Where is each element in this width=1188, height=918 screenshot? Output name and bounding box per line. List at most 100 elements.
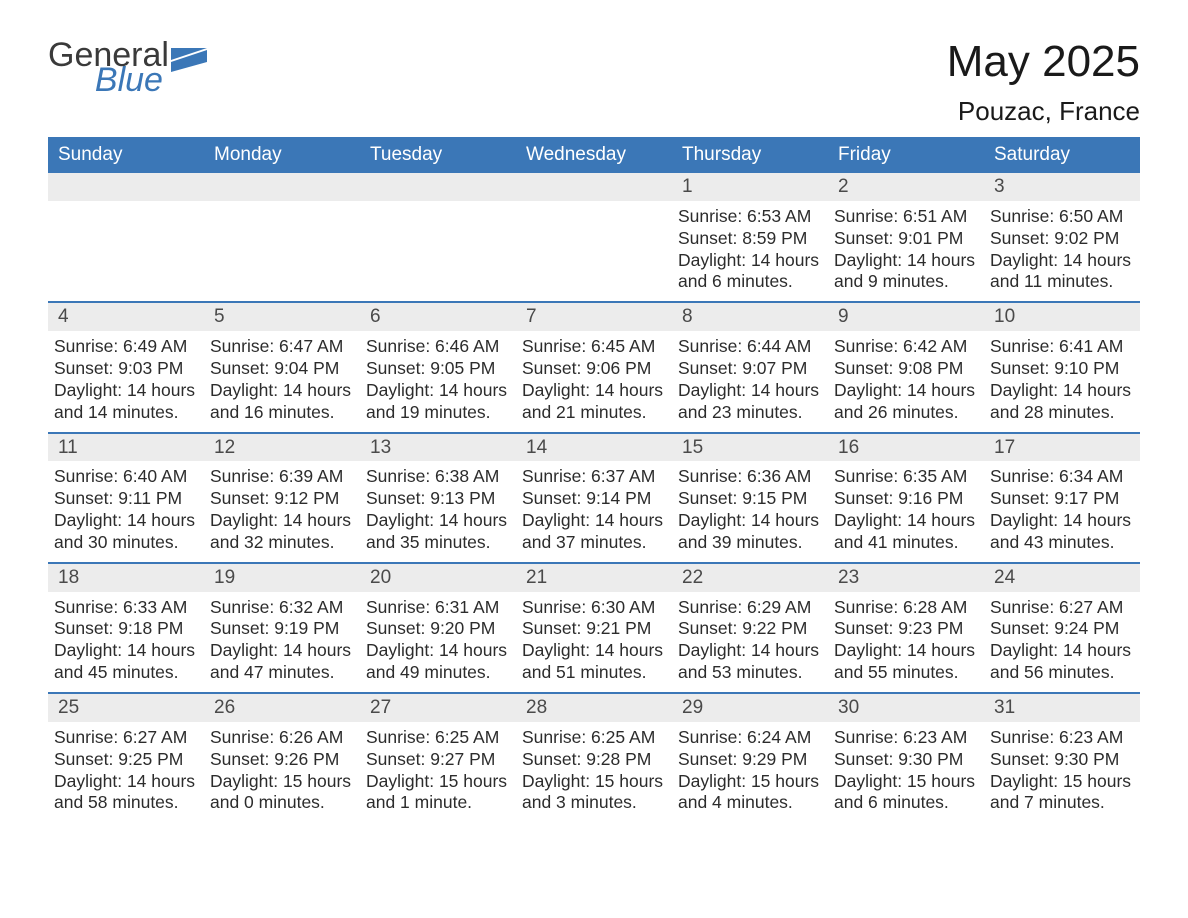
dl2-text: and 47 minutes.	[210, 662, 354, 684]
sunset-text: Sunset: 9:23 PM	[834, 618, 978, 640]
dl2-text: and 39 minutes.	[678, 532, 822, 554]
day-header: Wednesday	[516, 137, 672, 173]
day-number: 5	[204, 301, 360, 331]
day-cell: 11Sunrise: 6:40 AMSunset: 9:11 PMDayligh…	[48, 432, 204, 562]
dl2-text: and 45 minutes.	[54, 662, 198, 684]
day-cell: 23Sunrise: 6:28 AMSunset: 9:23 PMDayligh…	[828, 562, 984, 692]
dl1-text: Daylight: 14 hours	[522, 640, 666, 662]
weeks-container: 1 Sunrise: 6:53 AMSunset: 8:59 PM Daylight…	[48, 173, 1140, 822]
sunrise-text: Sunrise: 6:53 AM	[678, 206, 822, 228]
day-cell: 25Sunrise: 6:27 AMSunset: 9:25 PMDayligh…	[48, 692, 204, 822]
sunrise-text: Sunrise: 6:49 AM	[54, 336, 198, 358]
day-header: Monday	[204, 137, 360, 173]
dl2-text: and 55 minutes.	[834, 662, 978, 684]
dl2-text: and 56 minutes.	[990, 662, 1134, 684]
dl2-text: and 4 minutes.	[678, 792, 822, 814]
dl2-text: and 49 minutes.	[366, 662, 510, 684]
day-cell: 29Sunrise: 6:24 AMSunset: 9:29 PMDayligh…	[672, 692, 828, 822]
week-row: 1 Sunrise: 6:53 AMSunset: 8:59 PM Daylight…	[48, 173, 1140, 301]
dl2-text: and 43 minutes.	[990, 532, 1134, 554]
day-number	[204, 173, 360, 201]
sunset-text: Sunset: 8:59 PM	[678, 228, 822, 250]
sunrise-text: Sunrise: 6:35 AM	[834, 466, 978, 488]
sunset-text: Sunset: 9:30 PM	[990, 749, 1134, 771]
day-number: 8	[672, 301, 828, 331]
day-number: 31	[984, 692, 1140, 722]
dl1-text: Daylight: 14 hours	[210, 510, 354, 532]
dl2-text: and 16 minutes.	[210, 402, 354, 424]
day-header: Thursday	[672, 137, 828, 173]
sunset-text: Sunset: 9:14 PM	[522, 488, 666, 510]
day-number: 29	[672, 692, 828, 722]
dl2-text: and 23 minutes.	[678, 402, 822, 424]
sunrise-text: Sunrise: 6:46 AM	[366, 336, 510, 358]
day-number: 2	[828, 173, 984, 201]
sunset-text: Sunset: 9:24 PM	[990, 618, 1134, 640]
sunrise-text: Sunrise: 6:29 AM	[678, 597, 822, 619]
day-header: Tuesday	[360, 137, 516, 173]
calendar: SundayMondayTuesdayWednesdayThursdayFrid…	[48, 137, 1140, 822]
sunrise-text: Sunrise: 6:23 AM	[990, 727, 1134, 749]
sunrise-text: Sunrise: 6:26 AM	[210, 727, 354, 749]
dl1-text: Daylight: 14 hours	[210, 380, 354, 402]
dl2-text: and 0 minutes.	[210, 792, 354, 814]
day-cell: 31Sunrise: 6:23 AMSunset: 9:30 PMDayligh…	[984, 692, 1140, 822]
dl2-text: and 58 minutes.	[54, 792, 198, 814]
header-row: General Blue May 2025 Pouzac, France	[48, 40, 1140, 127]
day-header-row: SundayMondayTuesdayWednesdayThursdayFrid…	[48, 137, 1140, 173]
sunrise-text: Sunrise: 6:37 AM	[522, 466, 666, 488]
day-number: 21	[516, 562, 672, 592]
month-title: May 2025	[947, 40, 1140, 84]
day-number: 7	[516, 301, 672, 331]
sunset-text: Sunset: 9:13 PM	[366, 488, 510, 510]
day-cell	[516, 173, 672, 301]
day-number: 28	[516, 692, 672, 722]
sunset-text: Sunset: 9:15 PM	[678, 488, 822, 510]
day-number: 1	[672, 173, 828, 201]
dl1-text: Daylight: 15 hours	[210, 771, 354, 793]
day-number: 17	[984, 432, 1140, 462]
dl2-text: and 7 minutes.	[990, 792, 1134, 814]
dl1-text: Daylight: 14 hours	[834, 250, 978, 272]
sunset-text: Sunset: 9:29 PM	[678, 749, 822, 771]
day-cell: 27Sunrise: 6:25 AMSunset: 9:27 PMDayligh…	[360, 692, 516, 822]
week-row: 25Sunrise: 6:27 AMSunset: 9:25 PMDayligh…	[48, 692, 1140, 822]
dl2-text: and 1 minute.	[366, 792, 510, 814]
day-cell: 30Sunrise: 6:23 AMSunset: 9:30 PMDayligh…	[828, 692, 984, 822]
day-cell: 18Sunrise: 6:33 AMSunset: 9:18 PMDayligh…	[48, 562, 204, 692]
day-header: Friday	[828, 137, 984, 173]
dl2-text: and 53 minutes.	[678, 662, 822, 684]
dl1-text: Daylight: 14 hours	[54, 771, 198, 793]
dl2-text: and 9 minutes.	[834, 271, 978, 293]
day-cell: 8Sunrise: 6:44 AMSunset: 9:07 PMDaylight…	[672, 301, 828, 431]
sunrise-text: Sunrise: 6:28 AM	[834, 597, 978, 619]
dl2-text: and 30 minutes.	[54, 532, 198, 554]
day-number: 16	[828, 432, 984, 462]
day-cell: 13Sunrise: 6:38 AMSunset: 9:13 PMDayligh…	[360, 432, 516, 562]
week-row: 11Sunrise: 6:40 AMSunset: 9:11 PMDayligh…	[48, 432, 1140, 562]
day-cell: 19Sunrise: 6:32 AMSunset: 9:19 PMDayligh…	[204, 562, 360, 692]
dl2-text: and 35 minutes.	[366, 532, 510, 554]
sunset-text: Sunset: 9:06 PM	[522, 358, 666, 380]
sunrise-text: Sunrise: 6:51 AM	[834, 206, 978, 228]
sunrise-text: Sunrise: 6:41 AM	[990, 336, 1134, 358]
sunset-text: Sunset: 9:04 PM	[210, 358, 354, 380]
dl1-text: Daylight: 14 hours	[834, 510, 978, 532]
sunset-text: Sunset: 9:18 PM	[54, 618, 198, 640]
dl1-text: Daylight: 14 hours	[366, 640, 510, 662]
day-cell: 7Sunrise: 6:45 AMSunset: 9:06 PMDaylight…	[516, 301, 672, 431]
sunset-text: Sunset: 9:01 PM	[834, 228, 978, 250]
dl1-text: Daylight: 14 hours	[366, 380, 510, 402]
sunset-text: Sunset: 9:05 PM	[366, 358, 510, 380]
day-number: 25	[48, 692, 204, 722]
dl1-text: Daylight: 15 hours	[366, 771, 510, 793]
sunset-text: Sunset: 9:12 PM	[210, 488, 354, 510]
day-number: 4	[48, 301, 204, 331]
sunset-text: Sunset: 9:02 PM	[990, 228, 1134, 250]
day-number: 30	[828, 692, 984, 722]
week-row: 18Sunrise: 6:33 AMSunset: 9:18 PMDayligh…	[48, 562, 1140, 692]
dl2-text: and 11 minutes.	[990, 271, 1134, 293]
day-number: 15	[672, 432, 828, 462]
location: Pouzac, France	[947, 96, 1140, 127]
day-cell: 9Sunrise: 6:42 AMSunset: 9:08 PMDaylight…	[828, 301, 984, 431]
